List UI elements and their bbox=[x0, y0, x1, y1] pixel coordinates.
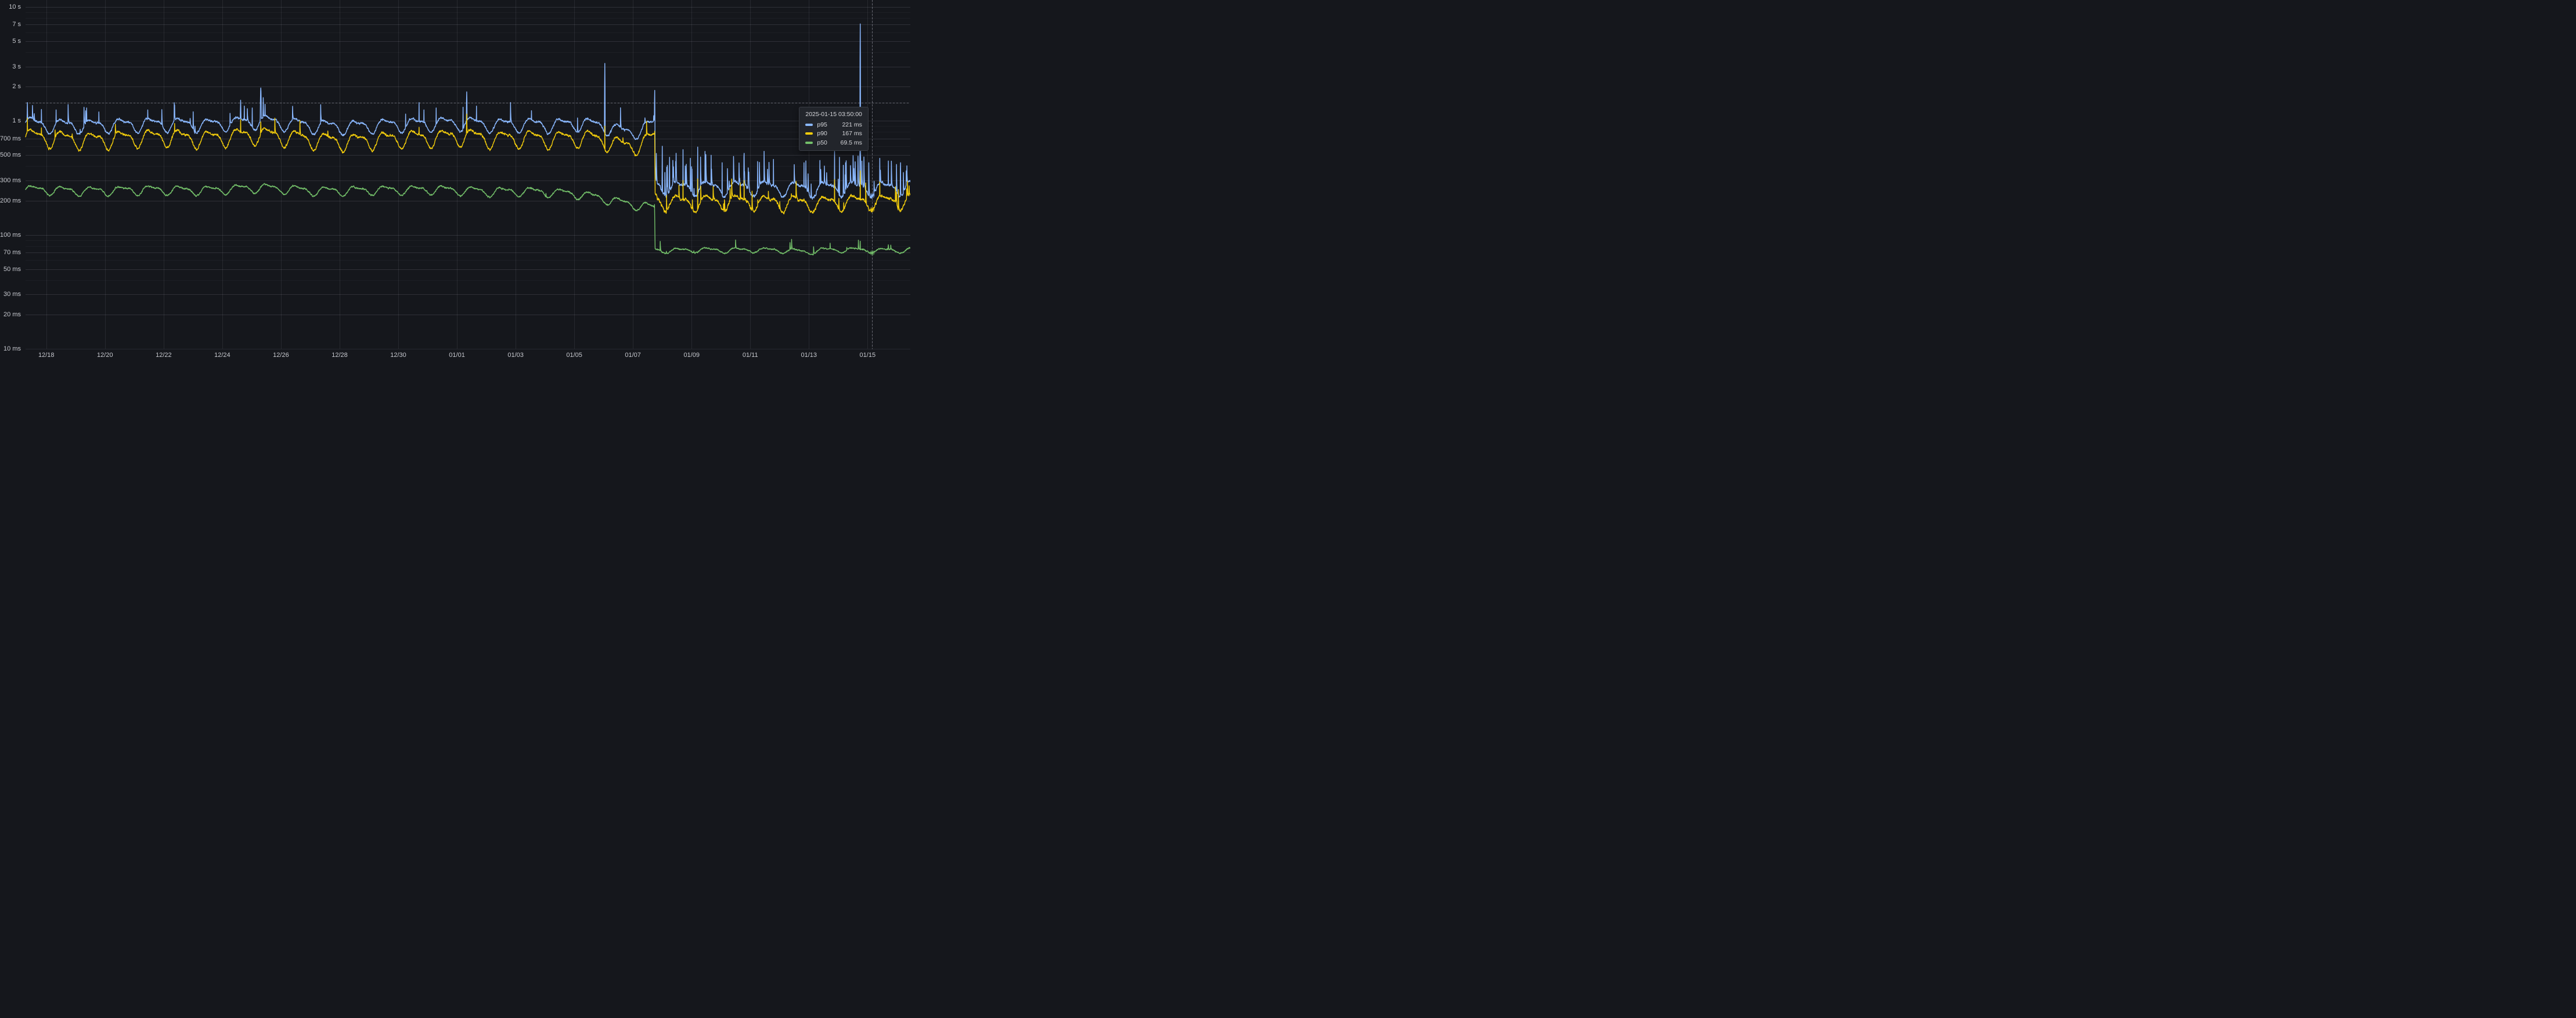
x-axis-tick-label: 12/28 bbox=[332, 352, 348, 359]
x-axis-tick-label: 01/09 bbox=[683, 352, 700, 359]
y-axis-tick-label: 200 ms bbox=[0, 197, 21, 204]
tooltip-row-p95: p95 221 ms bbox=[805, 122, 862, 128]
y-axis-tick-label: 10 ms bbox=[3, 345, 21, 352]
series-value: 221 ms bbox=[842, 121, 862, 128]
x-axis-tick-label: 01/15 bbox=[859, 352, 876, 359]
x-axis-tick-label: 12/22 bbox=[156, 352, 172, 359]
y-axis-tick-label: 5 s bbox=[12, 38, 21, 45]
x-axis-tick-label: 01/07 bbox=[625, 352, 641, 359]
y-axis-tick-label: 10 s bbox=[9, 3, 21, 10]
x-axis-tick-label: 01/11 bbox=[742, 352, 758, 359]
y-axis: 10 s 7 s 5 s 3 s 2 s 1 s 700 ms 500 ms 300 ms 200… bbox=[0, 0, 23, 360]
x-axis-tick-label: 01/05 bbox=[566, 352, 582, 359]
y-axis-tick-label: 500 ms bbox=[0, 151, 21, 159]
y-axis-tick-label: 70 ms bbox=[3, 249, 21, 257]
y-axis-tick-label: 2 s bbox=[12, 83, 21, 91]
y-axis-tick-label: 3 s bbox=[12, 63, 21, 70]
x-axis-tick-label: 01/13 bbox=[801, 352, 817, 359]
x-axis: 12/18 12/20 12/22 12/24 12/26 12/28 12/30 01/01… bbox=[0, 0, 910, 360]
p50-series-color-marker bbox=[805, 141, 813, 144]
tooltip: 2025-01-15 03:50:00 p95 221 ms p90 167 m… bbox=[799, 107, 869, 151]
x-axis-tick-label: 12/20 bbox=[97, 352, 113, 359]
p95-series-color-marker bbox=[805, 123, 813, 126]
series-label: p95 bbox=[817, 121, 827, 128]
y-axis-tick-label: 700 ms bbox=[0, 135, 21, 142]
x-axis-tick-label: 01/03 bbox=[507, 352, 524, 359]
y-axis-tick-label: 50 ms bbox=[3, 265, 21, 273]
tooltip-timestamp: 2025-01-15 03:50:00 bbox=[805, 111, 862, 118]
p90-series-color-marker bbox=[805, 132, 813, 135]
y-axis-tick-label: 1 s bbox=[12, 117, 21, 125]
latency-chart-canvas[interactable] bbox=[0, 0, 910, 360]
series-value: 167 ms bbox=[842, 130, 862, 138]
y-axis-tick-label: 300 ms bbox=[0, 176, 21, 184]
y-axis-tick-label: 100 ms bbox=[0, 231, 21, 239]
x-axis-tick-label: 12/24 bbox=[214, 352, 230, 359]
y-axis-tick-label: 20 ms bbox=[3, 311, 21, 318]
y-axis-tick-label: 30 ms bbox=[3, 291, 21, 298]
y-axis-tick-label: 7 s bbox=[12, 21, 21, 28]
x-axis-tick-label: 12/18 bbox=[38, 352, 55, 359]
series-value: 69.5 ms bbox=[840, 139, 862, 146]
x-axis-tick-label: 12/30 bbox=[390, 352, 406, 359]
x-axis-tick-label: 12/26 bbox=[273, 352, 289, 359]
tooltip-row-p50: p50 69.5 ms bbox=[805, 140, 862, 146]
series-label: p50 bbox=[817, 139, 827, 146]
x-axis-tick-label: 01/01 bbox=[449, 352, 465, 359]
series-label: p90 bbox=[817, 130, 827, 138]
latency-percentiles-panel: 10 s 7 s 5 s 3 s 2 s 1 s 700 ms 500 ms 300 ms 200… bbox=[0, 0, 910, 360]
tooltip-row-p90: p90 167 ms bbox=[805, 131, 862, 137]
